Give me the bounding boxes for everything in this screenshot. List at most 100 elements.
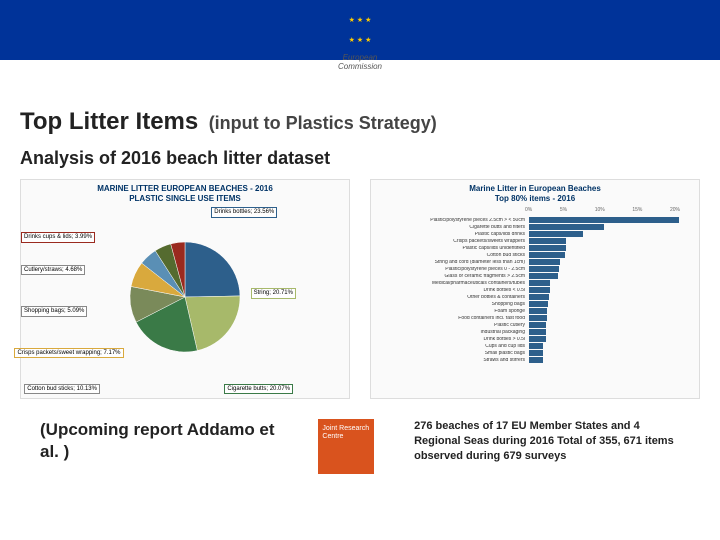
ec-logo: European Commission bbox=[320, 10, 400, 72]
pie-label: Cotton bud sticks; 10.13% bbox=[24, 384, 100, 395]
bar-label: Small plastic bags bbox=[379, 351, 529, 356]
bar-row: Plastic/polystyrene pieces 2.5cm > < 50c… bbox=[379, 217, 691, 223]
bar-rect bbox=[529, 259, 560, 265]
bar-rect bbox=[529, 273, 558, 279]
pie-label: Drinks bottles; 23.56% bbox=[211, 207, 277, 218]
bar-row: String and cord (diameter less than 1cm) bbox=[379, 259, 691, 265]
bar-rect bbox=[529, 308, 547, 314]
bar-label: Shopping bags bbox=[379, 302, 529, 307]
bar-label: Crisps packets/sweets wrappers bbox=[379, 239, 529, 244]
bar-row: Small plastic bags bbox=[379, 350, 691, 356]
bar-rect bbox=[529, 245, 566, 251]
bar-tick: 10% bbox=[595, 207, 605, 213]
bar-title: Marine Litter in European Beaches Top 80… bbox=[371, 180, 699, 207]
bar-label: Industrial packaging bbox=[379, 330, 529, 335]
bar-row: Cigarette butts and filters bbox=[379, 224, 691, 230]
bar-label: Plastic caps/lids drinks bbox=[379, 232, 529, 237]
bar-row: Straws and stirrers bbox=[379, 357, 691, 363]
bar-rect bbox=[529, 336, 546, 342]
bar-rect bbox=[529, 280, 550, 286]
footer-row: (Upcoming report Addamo et al. ) Joint R… bbox=[0, 399, 720, 474]
pie-title: MARINE LITTER EUROPEAN BEACHES - 2016 PL… bbox=[21, 180, 349, 207]
bar-row: Drink bottles > 0.5l bbox=[379, 336, 691, 342]
bar-label: Food containers incl. fast food bbox=[379, 316, 529, 321]
pie-label: Cigarette butts; 20.07% bbox=[224, 384, 293, 395]
bar-row: Shopping bags bbox=[379, 301, 691, 307]
bar-rect bbox=[529, 357, 543, 363]
bar-title-2: Top 80% items - 2016 bbox=[495, 194, 575, 203]
bar-rect bbox=[529, 343, 543, 349]
bar-row: Drink bottles < 0.5l bbox=[379, 287, 691, 293]
bar-row: Medical/pharmaceuticals containers/tubes bbox=[379, 280, 691, 286]
pie-label: Cutlery/straws; 4.68% bbox=[21, 265, 85, 276]
bar-label: Plastic caps/lids unidentified bbox=[379, 246, 529, 251]
bar-label: Medical/pharmaceuticals containers/tubes bbox=[379, 281, 529, 286]
bar-rect bbox=[529, 301, 548, 307]
bar-rect bbox=[529, 329, 546, 335]
charts-row: MARINE LITTER EUROPEAN BEACHES - 2016 PL… bbox=[0, 179, 720, 399]
bar-label: Cotton bud sticks bbox=[379, 253, 529, 258]
bar-label: Glass or ceramic fragments > 2.5cm bbox=[379, 274, 529, 279]
pie-label: Shopping bags; 5.09% bbox=[21, 306, 87, 317]
bar-rect bbox=[529, 224, 604, 230]
jrc-badge: Joint Research Centre bbox=[318, 419, 374, 474]
title-row: Top Litter Items (input to Plastics Stra… bbox=[0, 100, 720, 140]
pie-chart-panel: MARINE LITTER EUROPEAN BEACHES - 2016 PL… bbox=[20, 179, 350, 399]
bar-rect bbox=[529, 266, 559, 272]
bar-row: Cups and cup lids bbox=[379, 343, 691, 349]
bar-label: Foam sponge bbox=[379, 309, 529, 314]
bar-tick: 0% bbox=[525, 207, 532, 213]
bar-label: Drink bottles < 0.5l bbox=[379, 288, 529, 293]
pie-label: String; 20.71% bbox=[251, 288, 296, 299]
bar-rect bbox=[529, 294, 549, 300]
pie-wrap: Drinks bottles; 23.56%String; 20.71%Ciga… bbox=[21, 207, 349, 387]
bar-label: String and cord (diameter less than 1cm) bbox=[379, 260, 529, 265]
eu-flag-icon bbox=[330, 10, 390, 50]
stats-text: 276 beaches of 17 EU Member States and 4… bbox=[414, 419, 680, 464]
bar-rect bbox=[529, 217, 679, 223]
bar-rect bbox=[529, 287, 550, 293]
pie-title-1: MARINE LITTER EUROPEAN BEACHES - 2016 bbox=[97, 184, 273, 193]
pie-label: Drinks cups & lids; 3.99% bbox=[21, 232, 95, 243]
bar-row: Plastic caps/lids unidentified bbox=[379, 245, 691, 251]
bar-label: Cups and cup lids bbox=[379, 344, 529, 349]
pie-svg bbox=[115, 227, 255, 367]
bar-row: Foam sponge bbox=[379, 308, 691, 314]
bar-row: Plastic caps/lids drinks bbox=[379, 231, 691, 237]
bar-label: Other bottles & containers bbox=[379, 295, 529, 300]
header-bar: European Commission bbox=[0, 0, 720, 100]
bar-label: Straws and stirrers bbox=[379, 358, 529, 363]
bar-label: Cigarette butts and filters bbox=[379, 225, 529, 230]
bar-rect bbox=[529, 322, 546, 328]
page-title: Top Litter Items bbox=[20, 108, 198, 135]
bar-row: Food containers incl. fast food bbox=[379, 315, 691, 321]
bar-label: Plastic/polystyrene pieces 0 - 2.5cm bbox=[379, 267, 529, 272]
bar-row: Cotton bud sticks bbox=[379, 252, 691, 258]
bar-tick: 5% bbox=[560, 207, 567, 213]
bar-row: Plastic cutlery bbox=[379, 322, 691, 328]
bar-tick: 20% bbox=[670, 207, 680, 213]
bar-label: Drink bottles > 0.5l bbox=[379, 337, 529, 342]
bar-rect bbox=[529, 252, 565, 258]
bar-row: Other bottles & containers bbox=[379, 294, 691, 300]
bar-row: Plastic/polystyrene pieces 0 - 2.5cm bbox=[379, 266, 691, 272]
page-subtitle-inline: (input to Plastics Strategy) bbox=[209, 113, 437, 133]
bar-rect bbox=[529, 350, 543, 356]
pie-title-2: PLASTIC SINGLE USE ITEMS bbox=[129, 194, 241, 203]
bar-row: Crisps packets/sweets wrappers bbox=[379, 238, 691, 244]
bar-label: Plastic cutlery bbox=[379, 323, 529, 328]
bar-chart-panel: Marine Litter in European Beaches Top 80… bbox=[370, 179, 700, 399]
report-citation: (Upcoming report Addamo et al. ) bbox=[40, 419, 278, 463]
bars-wrap: Plastic/polystyrene pieces 2.5cm > < 50c… bbox=[371, 213, 699, 372]
bar-row: Glass or ceramic fragments > 2.5cm bbox=[379, 273, 691, 279]
analysis-subtitle: Analysis of 2016 beach litter dataset bbox=[0, 140, 720, 179]
bar-label: Plastic/polystyrene pieces 2.5cm > < 50c… bbox=[379, 218, 529, 223]
bar-rect bbox=[529, 231, 583, 237]
bar-tick: 15% bbox=[632, 207, 642, 213]
bar-row: Industrial packaging bbox=[379, 329, 691, 335]
bar-rect bbox=[529, 315, 547, 321]
logo-text-2: Commission bbox=[320, 63, 400, 72]
bar-rect bbox=[529, 238, 566, 244]
pie-label: Crisps packets/sweet wrapping; 7.17% bbox=[14, 348, 123, 359]
pie-slice bbox=[185, 242, 240, 297]
